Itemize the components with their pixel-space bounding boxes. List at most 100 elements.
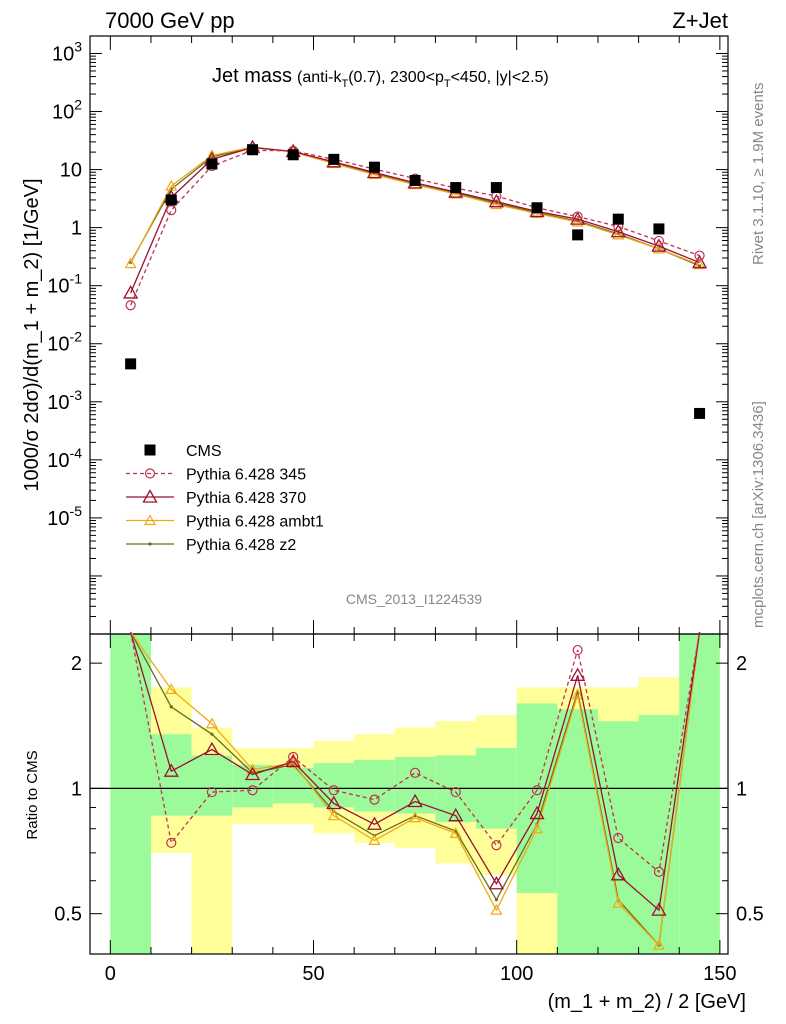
ratio-band-green bbox=[110, 634, 151, 954]
data-point bbox=[328, 785, 339, 796]
data-point bbox=[694, 250, 705, 261]
y-tick-label-base: 10 bbox=[60, 160, 82, 182]
ratio-band-green bbox=[272, 767, 314, 804]
data-point bbox=[448, 807, 464, 822]
data-point bbox=[652, 938, 665, 950]
header-left: 7000 GeV pp bbox=[105, 8, 235, 33]
legend-label: Pythia 6.428 ambt1 bbox=[186, 514, 324, 531]
y-tick-label-base: 10 bbox=[47, 450, 69, 472]
y-tick-label: 103 bbox=[52, 38, 82, 65]
rivet-version-label: Rivet 3.1.10, ≥ 1.9M events bbox=[750, 83, 767, 266]
ratio-y-tick-label-right: 0.5 bbox=[736, 904, 764, 926]
y-tick-label-base: 1 bbox=[71, 218, 82, 240]
data-point bbox=[490, 198, 503, 210]
y-tick-label-exponent: -5 bbox=[70, 503, 83, 519]
x-axis-label: (m_1 + m_2) / 2 [GeV] bbox=[548, 991, 746, 1013]
title-main: Jet mass bbox=[212, 65, 292, 87]
data-point bbox=[651, 238, 667, 252]
data-point bbox=[204, 741, 220, 756]
data-point bbox=[610, 866, 626, 881]
data-point bbox=[653, 866, 665, 878]
analysis-label: CMS_2013_I1224539 bbox=[346, 591, 482, 607]
data-point bbox=[529, 805, 545, 820]
title-prefix: (anti-k bbox=[297, 69, 342, 86]
data-point bbox=[531, 202, 543, 214]
x-tick-label: 50 bbox=[302, 963, 324, 985]
title-suffix: <450, |y|<2.5) bbox=[451, 69, 549, 86]
data-point bbox=[144, 468, 156, 479]
data-point bbox=[610, 223, 626, 238]
mcplots-label: mcplots.cern.ch [arXiv:1306.3436] bbox=[750, 401, 767, 628]
x-tick-label: 150 bbox=[703, 963, 736, 985]
data-point bbox=[653, 235, 665, 247]
y-tick-label: 102 bbox=[52, 97, 82, 124]
ratio-band-green bbox=[516, 703, 558, 894]
y-tick-label: 10-2 bbox=[47, 329, 82, 356]
data-point bbox=[166, 837, 177, 848]
data-point bbox=[653, 223, 665, 235]
y-tick-label-base: 10 bbox=[47, 276, 69, 298]
ratio-band-green bbox=[638, 715, 680, 954]
x-axis: 0 50 100 150 bbox=[105, 36, 737, 985]
ratio-y-tick-label: 1 bbox=[71, 778, 82, 800]
ratio-band-green bbox=[597, 721, 639, 954]
data-point bbox=[247, 144, 259, 156]
y-tick-label: 10-5 bbox=[47, 503, 82, 530]
ratio-series-line bbox=[130, 631, 701, 947]
ratio-band-green bbox=[679, 634, 720, 954]
data-point bbox=[369, 794, 380, 805]
data-point bbox=[490, 903, 503, 915]
data-point bbox=[612, 228, 625, 240]
ratio-panel-frame bbox=[89, 633, 729, 955]
data-point bbox=[148, 542, 152, 546]
data-point bbox=[210, 732, 214, 736]
data-point bbox=[613, 832, 624, 844]
data-point bbox=[691, 254, 708, 269]
ratio-band-green bbox=[150, 734, 192, 816]
data-point bbox=[572, 644, 583, 656]
ratio-axis-label: Ratio to CMS bbox=[24, 750, 41, 839]
data-point bbox=[409, 174, 421, 186]
legend-label: Pythia 6.428 345 bbox=[186, 467, 306, 484]
data-point bbox=[166, 205, 177, 216]
data-point bbox=[169, 705, 173, 709]
y-tick-label-exponent: -3 bbox=[70, 387, 83, 403]
y-tick-label-exponent: 3 bbox=[74, 38, 82, 54]
ratio-band-green bbox=[557, 709, 598, 954]
y-tick-label: 1 bbox=[71, 218, 82, 240]
series-cms bbox=[125, 144, 706, 419]
data-point bbox=[144, 444, 156, 456]
chart-title: Jet mass (anti-kT(0.7), 2300<pT<450, |y|<… bbox=[212, 65, 549, 90]
y-tick-label: 10-3 bbox=[47, 387, 82, 414]
ratio-axes: 0.5 0.5 1 1 2 2 bbox=[54, 653, 764, 955]
data-point bbox=[450, 786, 461, 798]
data-point bbox=[143, 514, 157, 526]
x-tick-label: 0 bbox=[105, 963, 116, 985]
data-point bbox=[488, 875, 504, 890]
data-point bbox=[651, 902, 667, 916]
data-point bbox=[142, 489, 158, 503]
title-sub1: T bbox=[341, 78, 348, 90]
ratio-series-pythia-6-428-370 bbox=[130, 631, 701, 916]
data-point bbox=[612, 213, 624, 225]
data-point bbox=[612, 896, 625, 908]
data-point bbox=[571, 215, 584, 227]
ratio-series-pythia-6-428-345 bbox=[129, 631, 701, 878]
data-point bbox=[530, 822, 544, 834]
y-tick-label-base: 10 bbox=[47, 334, 69, 356]
main-series bbox=[123, 139, 708, 419]
ratio-y-tick-label: 2 bbox=[71, 653, 82, 675]
ratio-band-green bbox=[191, 755, 233, 816]
ratio-band-green bbox=[394, 756, 436, 814]
ratio-band-green bbox=[354, 760, 395, 812]
data-point bbox=[449, 187, 462, 199]
x-tick-label: 100 bbox=[500, 963, 533, 985]
data-point bbox=[206, 158, 218, 170]
data-point bbox=[206, 786, 218, 798]
title-sub2: T bbox=[444, 78, 451, 90]
data-point bbox=[368, 161, 380, 173]
data-point bbox=[572, 229, 584, 241]
data-point bbox=[288, 751, 299, 763]
header-right: Z+Jet bbox=[672, 8, 728, 33]
data-point bbox=[165, 683, 178, 694]
